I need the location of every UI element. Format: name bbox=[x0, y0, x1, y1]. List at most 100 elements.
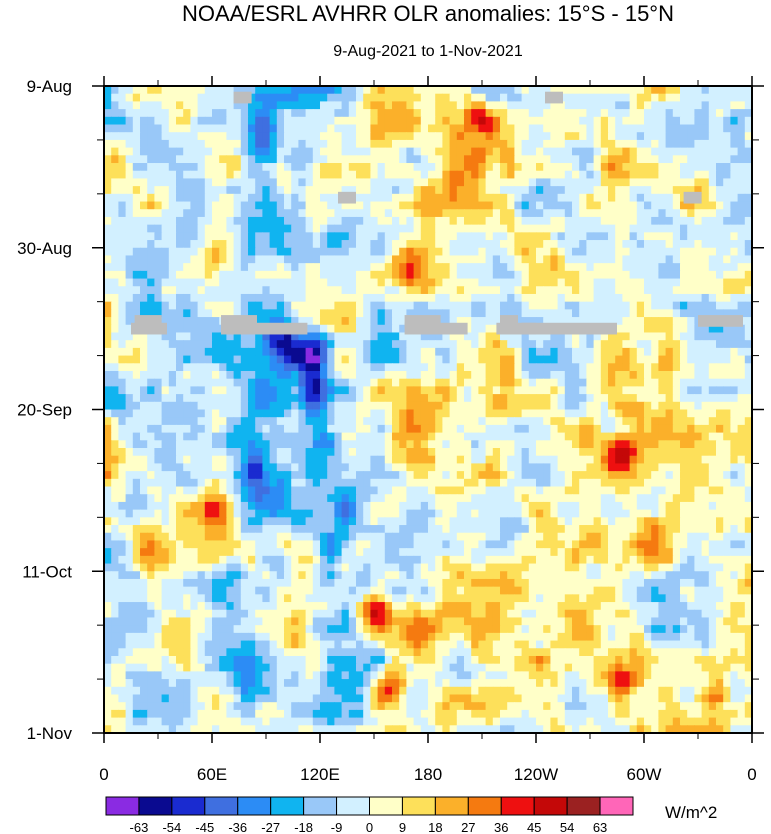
heat-cell bbox=[140, 101, 148, 110]
heat-cell bbox=[716, 147, 724, 156]
heat-cell bbox=[413, 463, 422, 472]
heat-cell bbox=[730, 309, 739, 318]
heat-cell bbox=[384, 417, 393, 426]
heat-cell bbox=[212, 463, 220, 472]
heat-cell bbox=[521, 155, 530, 164]
heat-cell bbox=[528, 363, 537, 372]
heat-cell bbox=[161, 278, 170, 287]
heat-cell bbox=[240, 240, 249, 249]
heat-cell bbox=[269, 124, 278, 133]
heat-cell bbox=[298, 209, 307, 218]
heat-cell bbox=[226, 186, 235, 195]
heat-cell bbox=[478, 255, 487, 264]
heat-cell bbox=[572, 378, 580, 387]
heat-cell bbox=[658, 440, 667, 449]
heat-cell bbox=[312, 170, 321, 180]
heat-cell bbox=[543, 86, 551, 95]
heat-cell bbox=[442, 417, 451, 426]
heat-cell bbox=[435, 278, 443, 287]
heat-cell bbox=[104, 247, 112, 257]
heat-cell bbox=[212, 132, 220, 141]
heat-cell bbox=[615, 263, 623, 272]
heat-cell bbox=[536, 309, 544, 318]
heat-cell bbox=[507, 209, 515, 218]
heat-cell bbox=[701, 301, 710, 310]
heat-cell bbox=[154, 240, 163, 249]
heat-cell bbox=[219, 155, 227, 164]
heat-cell bbox=[384, 409, 393, 418]
heat-cell bbox=[348, 93, 357, 102]
heat-cell bbox=[492, 332, 501, 341]
heat-cell bbox=[557, 286, 566, 295]
heat-cell bbox=[658, 463, 667, 472]
heat-cell bbox=[356, 309, 364, 318]
heat-cell bbox=[644, 163, 652, 172]
heat-cell bbox=[442, 363, 451, 372]
heat-cell bbox=[586, 270, 595, 280]
heat-cell bbox=[708, 432, 717, 441]
heat-cell bbox=[716, 355, 724, 364]
heat-cell bbox=[586, 255, 595, 264]
heat-cell bbox=[111, 347, 119, 357]
heat-cell bbox=[248, 509, 256, 518]
heat-cell bbox=[456, 394, 465, 403]
heat-cell bbox=[262, 455, 271, 465]
heat-cell bbox=[694, 116, 703, 126]
heat-cell bbox=[406, 363, 415, 372]
heat-cell bbox=[680, 240, 688, 249]
heat-cell bbox=[449, 139, 458, 149]
heat-cell bbox=[312, 486, 321, 495]
heat-cell bbox=[161, 270, 170, 280]
heat-cell bbox=[579, 401, 587, 411]
heat-cell bbox=[161, 201, 170, 210]
heat-cell bbox=[435, 386, 443, 395]
heat-cell bbox=[586, 363, 595, 372]
heat-cell bbox=[550, 417, 559, 426]
heat-cell bbox=[219, 478, 227, 488]
heat-cell bbox=[111, 132, 119, 141]
heat-cell bbox=[392, 278, 400, 287]
heat-cell bbox=[305, 309, 314, 318]
heat-cell bbox=[644, 501, 652, 511]
heat-cell bbox=[435, 355, 443, 364]
heat-cell bbox=[543, 386, 551, 395]
heat-cell bbox=[212, 401, 220, 411]
heat-cell bbox=[269, 317, 278, 326]
heat-cell bbox=[413, 278, 422, 287]
heat-cell bbox=[125, 324, 134, 334]
heat-cell bbox=[420, 255, 429, 264]
heat-cell bbox=[456, 494, 465, 503]
heat-cell bbox=[744, 93, 752, 102]
heat-cell bbox=[363, 471, 371, 480]
heat-cell bbox=[298, 355, 307, 364]
heat-cell bbox=[240, 155, 249, 164]
heat-cell bbox=[730, 93, 739, 102]
heat-cell bbox=[564, 501, 573, 511]
heat-cell bbox=[572, 86, 580, 95]
heat-cell bbox=[190, 486, 199, 495]
heat-cell bbox=[320, 216, 328, 226]
heat-cell bbox=[204, 124, 213, 133]
heat-cell bbox=[392, 247, 400, 257]
heat-cell bbox=[528, 209, 537, 218]
heat-cell bbox=[658, 394, 667, 403]
heat-cell bbox=[370, 155, 379, 164]
heat-cell bbox=[406, 132, 415, 141]
heat-cell bbox=[255, 216, 263, 226]
heat-cell bbox=[672, 116, 681, 126]
heat-cell bbox=[600, 109, 609, 118]
heat-cell bbox=[629, 417, 638, 426]
heat-cell bbox=[399, 501, 407, 511]
heat-cell bbox=[248, 386, 256, 395]
heat-cell bbox=[471, 86, 479, 95]
heat-cell bbox=[147, 448, 155, 457]
heat-cell bbox=[183, 494, 191, 503]
heat-cell bbox=[615, 317, 623, 326]
heat-cell bbox=[593, 494, 602, 503]
heat-cell bbox=[428, 216, 436, 226]
heat-cell bbox=[377, 501, 386, 511]
heat-cell bbox=[557, 309, 566, 318]
heat-cell bbox=[521, 270, 530, 280]
heat-cell bbox=[723, 363, 731, 372]
heat-cell bbox=[442, 270, 451, 280]
